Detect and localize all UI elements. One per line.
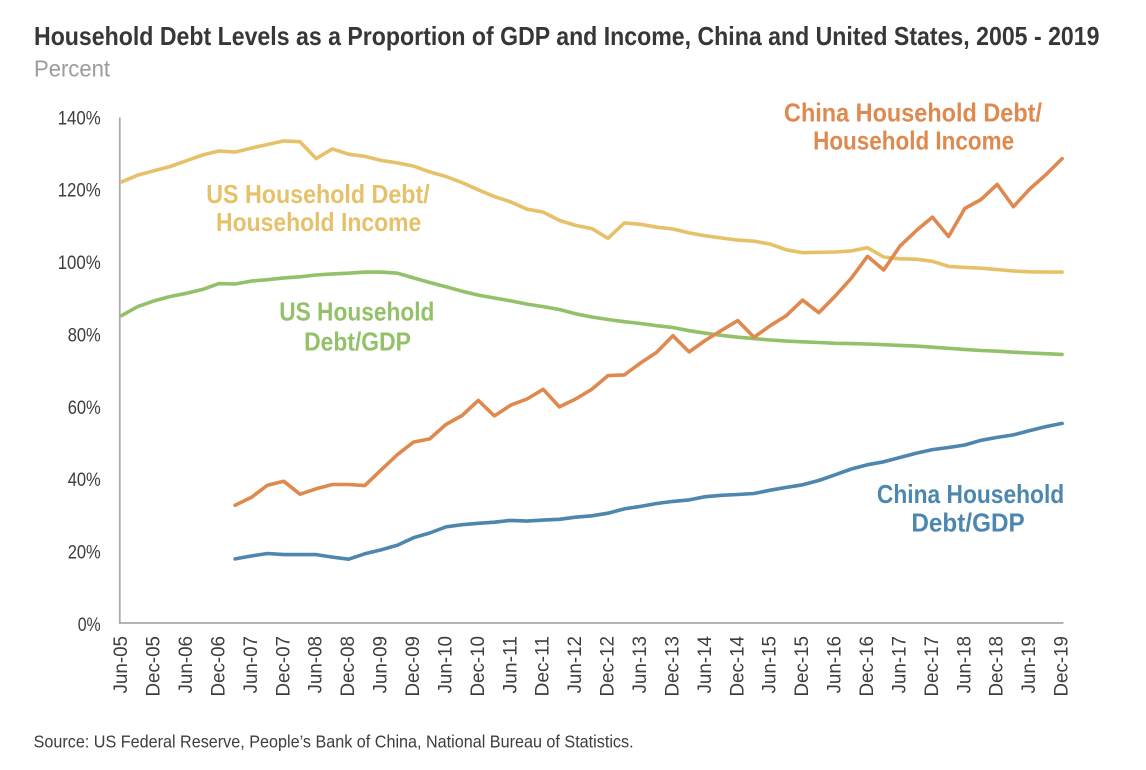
svg-text:Jun-05: Jun-05: [111, 636, 132, 694]
svg-text:Jun-08: Jun-08: [306, 636, 327, 694]
svg-text:Jun-13: Jun-13: [630, 636, 651, 694]
svg-text:Dec-19: Dec-19: [1052, 636, 1073, 697]
svg-text:Household Debt Levels as a Pro: Household Debt Levels as a Proportion of…: [34, 21, 1100, 51]
svg-text:120%: 120%: [58, 180, 101, 202]
svg-text:Source: US Federal Reserve, Pe: Source: US Federal Reserve, People’s Ban…: [34, 732, 634, 752]
svg-text:140%: 140%: [58, 107, 101, 129]
svg-text:100%: 100%: [58, 252, 101, 274]
svg-text:20%: 20%: [68, 542, 101, 564]
svg-text:Dec-17: Dec-17: [922, 636, 943, 697]
svg-text:80%: 80%: [68, 324, 101, 346]
svg-text:Dec-16: Dec-16: [857, 636, 878, 697]
svg-text:Jun-19: Jun-19: [1019, 636, 1040, 694]
svg-text:Dec-06: Dec-06: [208, 636, 229, 697]
svg-text:Household Income: Household Income: [216, 207, 421, 237]
svg-text:US Household: US Household: [279, 296, 434, 326]
svg-text:Jun-07: Jun-07: [241, 636, 262, 694]
svg-text:Dec-15: Dec-15: [792, 636, 813, 697]
svg-text:Dec-11: Dec-11: [533, 636, 554, 697]
svg-text:0%: 0%: [78, 614, 101, 636]
svg-text:Jun-11: Jun-11: [500, 636, 521, 694]
svg-text:Dec-13: Dec-13: [662, 636, 683, 697]
svg-text:Dec-14: Dec-14: [727, 636, 748, 697]
svg-text:Jun-18: Jun-18: [954, 636, 975, 694]
svg-text:Dec-10: Dec-10: [468, 636, 489, 697]
svg-text:Jun-12: Jun-12: [565, 636, 586, 694]
svg-text:Jun-15: Jun-15: [760, 636, 781, 694]
svg-text:40%: 40%: [68, 469, 101, 491]
svg-text:Jun-17: Jun-17: [889, 636, 910, 694]
svg-text:Jun-16: Jun-16: [825, 636, 846, 694]
svg-text:Jun-14: Jun-14: [695, 636, 716, 694]
svg-text:China Household: China Household: [877, 479, 1064, 509]
svg-text:Dec-05: Dec-05: [144, 636, 165, 697]
svg-text:Dec-07: Dec-07: [273, 636, 294, 697]
svg-text:US Household Debt/: US Household Debt/: [206, 179, 430, 209]
svg-text:Jun-09: Jun-09: [371, 636, 392, 694]
svg-text:Debt/GDP: Debt/GDP: [304, 326, 411, 356]
svg-text:Jun-10: Jun-10: [435, 636, 456, 694]
svg-text:Debt/GDP: Debt/GDP: [911, 508, 1024, 538]
svg-text:Percent: Percent: [34, 55, 110, 81]
svg-text:Dec-08: Dec-08: [338, 636, 359, 697]
svg-text:China Household Debt/: China Household Debt/: [784, 98, 1042, 128]
svg-text:Dec-18: Dec-18: [987, 636, 1008, 697]
svg-text:Jun-06: Jun-06: [176, 636, 197, 694]
svg-text:Household Income: Household Income: [813, 125, 1014, 155]
svg-text:60%: 60%: [68, 397, 101, 419]
svg-text:Dec-12: Dec-12: [598, 636, 619, 697]
svg-text:Dec-09: Dec-09: [403, 636, 424, 697]
